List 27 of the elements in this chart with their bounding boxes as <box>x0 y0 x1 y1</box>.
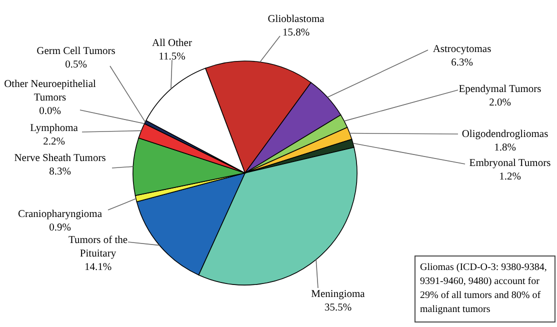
text: 0.0% <box>39 106 61 117</box>
slice-label: All Other <box>152 38 192 49</box>
category-label: Other Neuroepithelial Tumors <box>4 79 96 104</box>
slice-label: Astrocytomas <box>432 44 492 55</box>
data-label: 0.9% <box>49 222 72 234</box>
data-label: 6.3% <box>451 58 474 68</box>
data-label: 1.2% <box>499 172 522 182</box>
slice-label: Germ Cell Tumors <box>36 46 116 57</box>
slice-label: Meningioma <box>311 289 366 300</box>
data-label: 2.2% <box>43 136 66 148</box>
slice-label: Nerve Sheath Tumors <box>14 153 106 164</box>
slice-label: Lymphoma <box>30 123 78 134</box>
slice-label: Embryonal Tumors <box>469 158 551 169</box>
slice-label: Craniopharyngioma <box>18 209 102 220</box>
slice-label: Glioblastoma <box>268 14 325 25</box>
data-label: 14.1% <box>84 262 112 273</box>
slice-label: Oligodendrogliomas <box>462 129 548 140</box>
text: Gliomas (ICD-O-3: 9380-9384, 9391-9460, 9480) account for 29% of all tumors and 80% of malignant tumors <box>420 262 547 315</box>
data-label: 0.5% <box>65 60 88 70</box>
data-label: 11.5% <box>158 52 186 62</box>
data-label: 35.5% <box>324 302 352 314</box>
slice-label: Ependymal Tumors <box>458 84 542 95</box>
data-label: 2.0% <box>489 98 512 108</box>
data-label: 8.3% <box>49 166 72 178</box>
slice-label: Tumors of the Pituitary <box>68 235 128 260</box>
data-label: 15.8% <box>282 28 310 38</box>
data-label: 1.8% <box>494 142 516 154</box>
